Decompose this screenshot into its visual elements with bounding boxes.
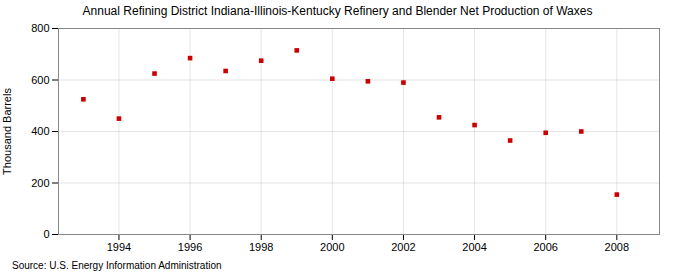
svg-text:600: 600 (31, 74, 49, 86)
svg-text:Thousand Barrels: Thousand Barrels (1, 88, 13, 175)
svg-text:1994: 1994 (107, 241, 131, 253)
svg-text:0: 0 (43, 228, 49, 240)
svg-text:2008: 2008 (605, 241, 629, 253)
svg-text:2006: 2006 (533, 241, 557, 253)
svg-text:2000: 2000 (320, 241, 344, 253)
svg-text:200: 200 (31, 177, 49, 189)
html-text:Annual Refining District India: Annual Refining District Indiana-Illinoi… (82, 4, 593, 18)
svg-text:1996: 1996 (178, 241, 202, 253)
svg-text:2002: 2002 (391, 241, 415, 253)
svg-text:400: 400 (31, 125, 49, 137)
svg-text:1998: 1998 (249, 241, 273, 253)
svg-text:2004: 2004 (462, 241, 486, 253)
html-text:Source: U.S. Energy Informatio: Source: U.S. Energy Information Administ… (12, 260, 222, 271)
svg-text:800: 800 (31, 22, 49, 34)
